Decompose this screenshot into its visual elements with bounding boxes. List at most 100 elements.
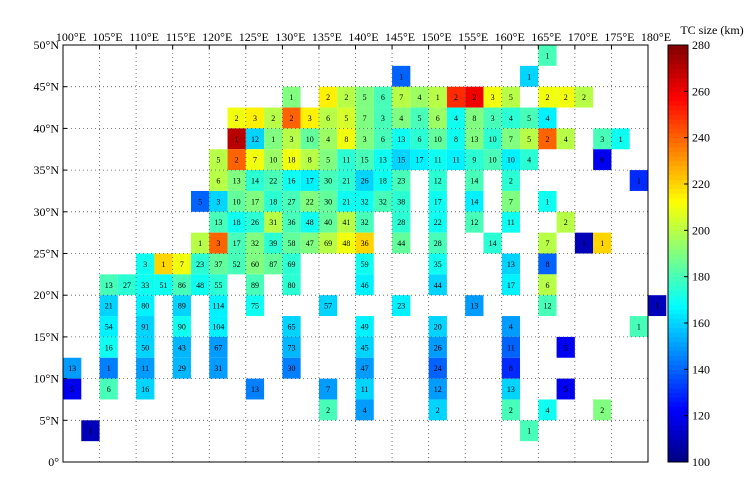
cell-count: 41 — [342, 218, 350, 227]
colorbar-segment — [668, 225, 688, 231]
cell-count: 32 — [361, 197, 369, 206]
cell — [410, 107, 429, 129]
cell — [483, 128, 502, 150]
cell — [355, 336, 374, 358]
cell — [282, 190, 301, 212]
cell-count: 4 — [509, 114, 513, 123]
cell-count: 10 — [434, 135, 442, 144]
cell — [428, 357, 447, 379]
cell — [501, 357, 521, 379]
cell-count: 2 — [326, 406, 330, 415]
cell — [446, 149, 466, 171]
cell-count: 1 — [436, 93, 440, 102]
cell — [264, 232, 283, 254]
cell — [392, 107, 411, 129]
cell — [337, 107, 356, 129]
cell — [373, 149, 393, 171]
cell — [446, 107, 466, 129]
cell-count: 31 — [269, 218, 277, 227]
cell-count: 28 — [397, 218, 405, 227]
cell — [154, 253, 173, 275]
cell-count: 6 — [326, 114, 330, 123]
cell-count: 60 — [251, 260, 259, 269]
cell — [136, 274, 155, 296]
cell — [264, 190, 283, 212]
colorbar-segment — [668, 146, 688, 153]
x-tick-label: 155°E — [458, 30, 488, 44]
colorbar-segment — [668, 230, 688, 236]
cell — [63, 357, 82, 379]
colorbar-segment — [668, 72, 688, 78]
colorbar-segment — [668, 253, 688, 259]
colorbar-segment — [668, 387, 688, 393]
cell-count: 1 — [107, 364, 111, 373]
cell — [209, 211, 228, 233]
cell — [209, 170, 228, 191]
cell — [392, 128, 411, 150]
colorbar-segment — [668, 68, 688, 74]
cell-count: 2 — [436, 406, 440, 415]
cell-count: 18 — [379, 177, 387, 186]
cell — [538, 86, 557, 108]
cell-count: 7 — [509, 135, 513, 144]
colorbar-frame — [667, 44, 689, 463]
cell-count: 8 — [509, 364, 513, 373]
cell — [556, 211, 575, 233]
cell — [483, 86, 502, 108]
cell — [593, 128, 612, 150]
cell-count: 5 — [344, 114, 348, 123]
colorbar-tick-label: 140 — [692, 362, 710, 376]
cell — [227, 211, 246, 233]
cell-count: 13 — [68, 364, 76, 373]
cell — [172, 336, 191, 358]
cell-count: 16 — [105, 343, 113, 352]
x-tick-label: 135°E — [312, 30, 342, 44]
cell-count: 18 — [233, 218, 241, 227]
cell — [483, 232, 502, 254]
cell — [392, 170, 411, 191]
cell — [117, 274, 137, 296]
cell-count: 24 — [434, 364, 442, 373]
cell-count: 8 — [344, 135, 348, 144]
cell — [318, 128, 338, 150]
cell-count: 1 — [637, 322, 641, 331]
colorbar-segment — [668, 457, 688, 463]
cell-count: 4 — [454, 114, 458, 123]
colorbar-segment — [668, 179, 688, 185]
y-tick-label: 45°N — [34, 80, 60, 94]
cell — [282, 274, 301, 296]
cell-count: 5 — [216, 156, 220, 165]
cell-count: 48 — [196, 281, 204, 290]
cell — [556, 378, 575, 400]
colorbar-segment — [668, 114, 688, 120]
cell — [648, 295, 667, 317]
cell-count: 1 — [637, 177, 641, 186]
cell — [556, 128, 575, 150]
cell — [355, 107, 374, 129]
cell-count: 22 — [434, 218, 442, 227]
cell-count: 69 — [288, 260, 296, 269]
cell-count: 33 — [141, 281, 149, 290]
cell — [245, 295, 265, 317]
x-tick-label: 120°E — [202, 30, 232, 44]
x-tick-label: 160°E — [495, 30, 525, 44]
cell — [81, 420, 100, 442]
cell — [428, 211, 447, 233]
cell-count: 32 — [379, 197, 387, 206]
cell — [428, 399, 447, 421]
cell — [227, 253, 246, 275]
cell — [355, 86, 374, 108]
colorbar-segment — [668, 105, 688, 111]
cell-count: 87 — [269, 260, 277, 269]
cell-count: 36 — [288, 218, 296, 227]
cell — [428, 232, 447, 254]
cell — [99, 336, 118, 358]
cell-count: 17 — [415, 156, 423, 165]
cell — [282, 316, 301, 337]
cell-count: 1 — [399, 72, 403, 81]
cell — [392, 295, 411, 317]
colorbar-segment — [668, 91, 688, 97]
cell-count: 69 — [324, 239, 332, 248]
cell-count: 10 — [306, 135, 314, 144]
colorbar-segment — [668, 318, 688, 324]
